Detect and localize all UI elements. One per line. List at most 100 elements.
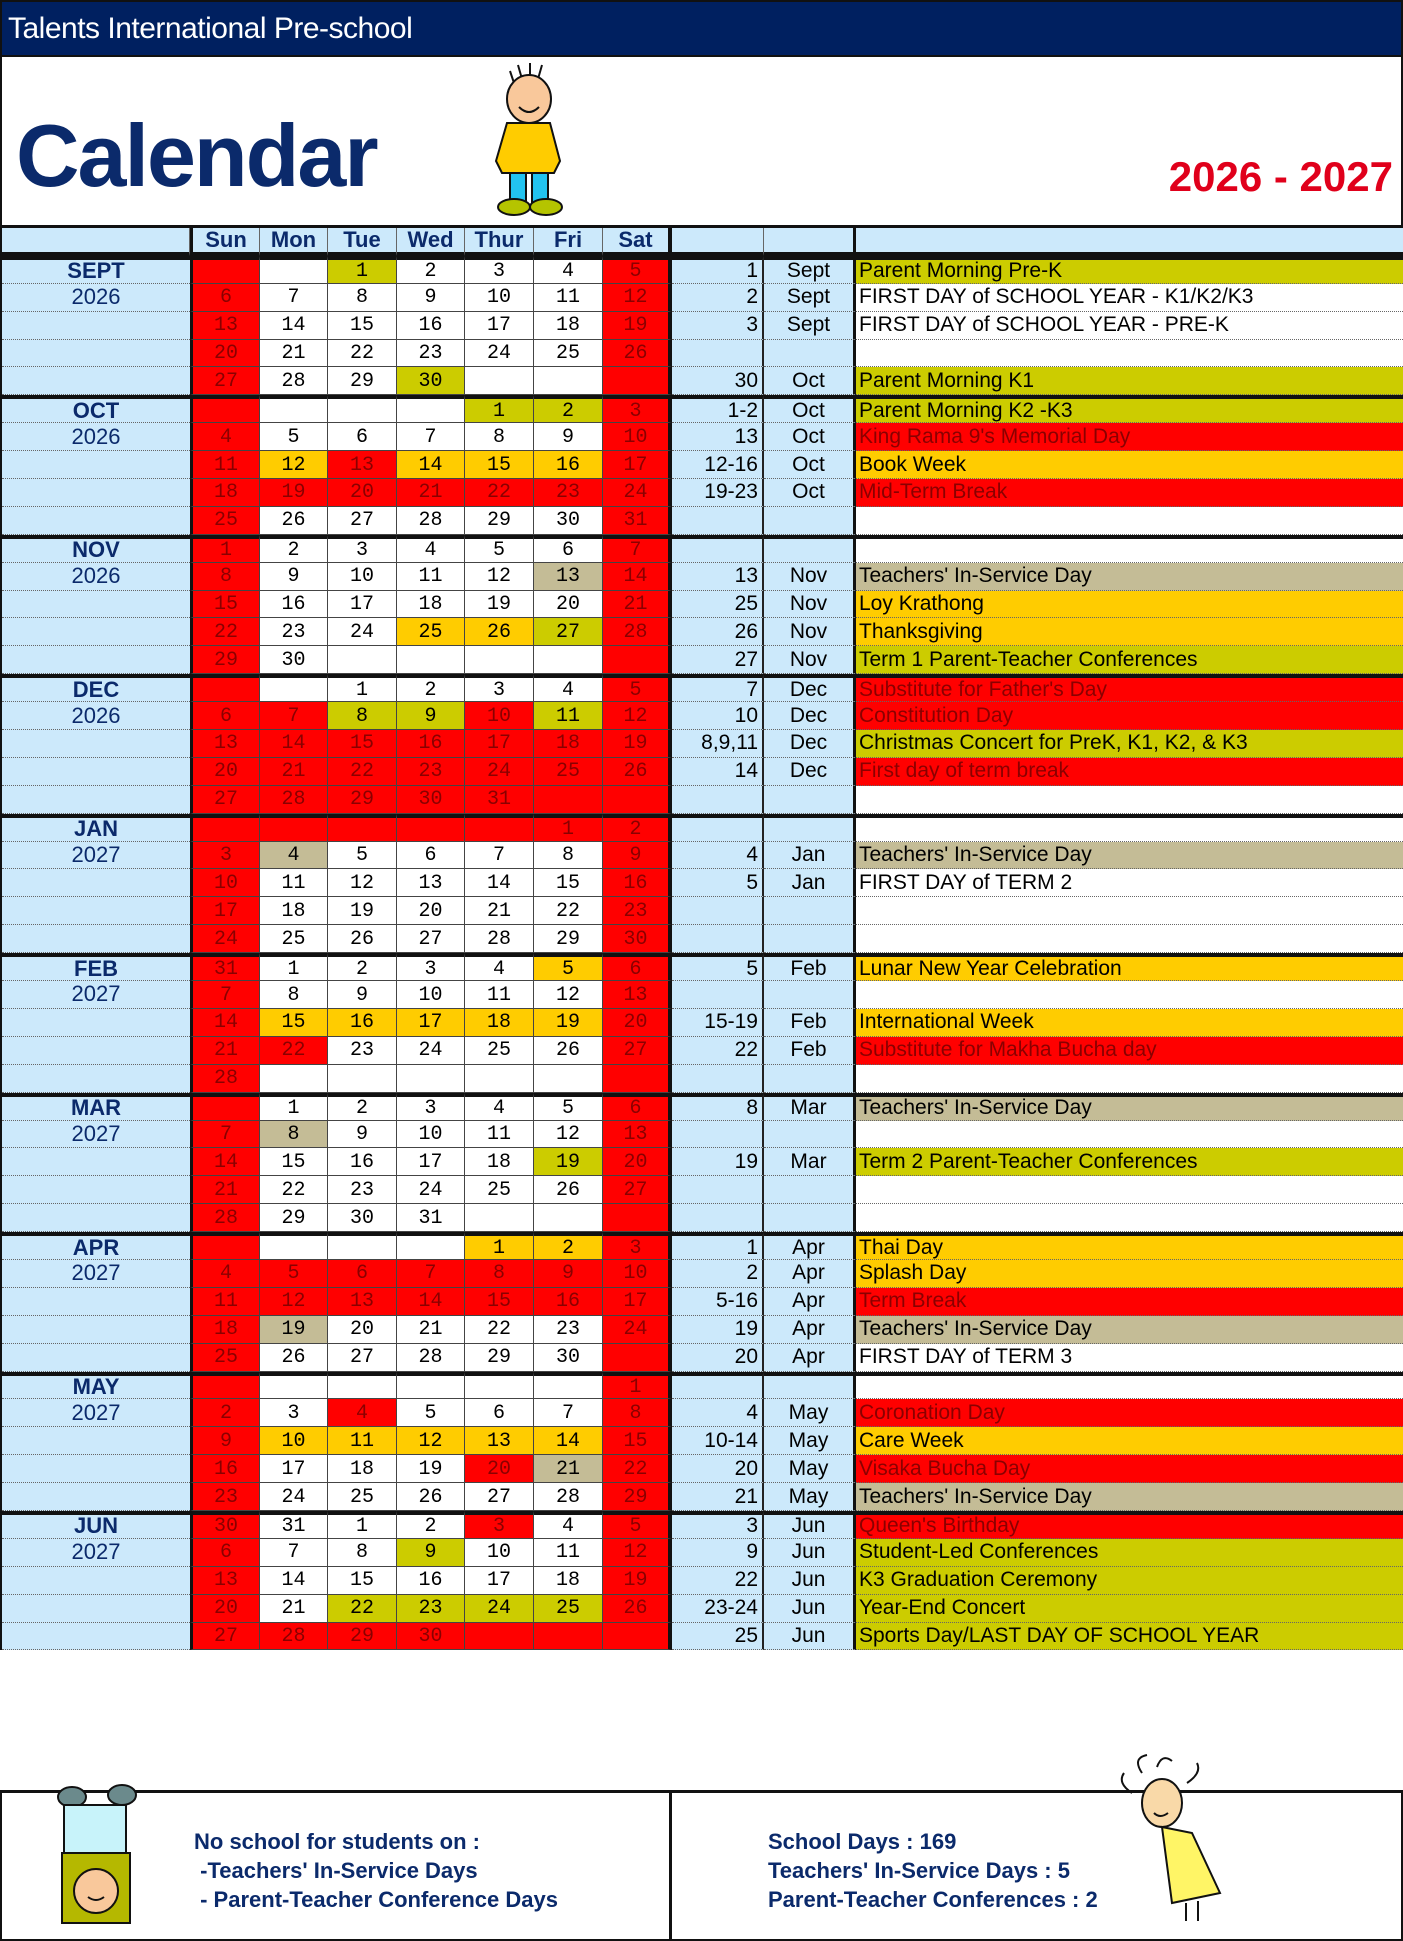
day-number-wrap: r:14	[418, 1288, 442, 1315]
day-cell: w:2	[397, 1510, 465, 1539]
day-number-wrap: w:28	[487, 925, 511, 952]
day-cell: w:9	[397, 283, 465, 312]
event-date	[672, 1176, 764, 1205]
day-cell: w:30	[534, 506, 603, 535]
day-number-wrap: r:12	[623, 284, 647, 311]
day-cell: w:30	[260, 646, 328, 675]
day-number-wrap: w:3	[424, 957, 436, 980]
day-cell: w:	[465, 1371, 534, 1400]
event-date: 1	[672, 1232, 764, 1260]
day-number-wrap: w:28	[556, 1483, 580, 1510]
event-date	[672, 1371, 764, 1400]
day-cell: w:4	[534, 674, 603, 703]
event-date	[672, 925, 764, 954]
month-label-blank	[2, 1064, 190, 1093]
day-number-wrap: r:2	[629, 818, 641, 840]
day-number-wrap: r:17	[623, 451, 647, 478]
event-month: Dec	[764, 757, 856, 786]
day-cell: w:18	[397, 590, 465, 619]
day-number: r:20	[213, 1597, 238, 1621]
day-number: w:18	[349, 1457, 374, 1481]
event-description: Teachers' In-Service Day	[856, 1483, 1403, 1511]
day-number-wrap: w:6	[356, 423, 368, 450]
day-cell: r:29	[190, 646, 260, 675]
day-cell: w:5	[465, 534, 534, 563]
event-month: Jun	[764, 1622, 856, 1651]
day-number: w:16	[281, 593, 306, 617]
day-number-wrap: r:6	[220, 702, 232, 729]
day-number-wrap: w:8	[562, 842, 574, 869]
event-description: Year-End Concert	[856, 1594, 1403, 1623]
day-number: w:6	[355, 425, 368, 449]
day-number-wrap: w:2	[424, 260, 436, 282]
day-number: o:2	[561, 399, 574, 423]
day-number-wrap: w:23	[281, 618, 305, 645]
day-cell: r:9	[534, 1259, 603, 1288]
day-number-wrap: w:25	[281, 925, 305, 952]
day-number: w:14	[486, 871, 511, 895]
day-number: w:17	[418, 1150, 443, 1174]
month-label-blank	[2, 618, 190, 647]
month-name: SEPT	[2, 255, 190, 284]
month-label-blank	[2, 590, 190, 619]
month-label-blank	[2, 1204, 190, 1233]
day-cell: w:20	[328, 1315, 397, 1344]
day-cell: w:23	[260, 618, 328, 647]
day-number: w:30	[281, 648, 306, 672]
day-number: r:6	[219, 1541, 232, 1565]
event-month: Dec	[764, 702, 856, 731]
day-cell: w:16	[397, 311, 465, 340]
day-number: r:5	[287, 1262, 300, 1286]
day-number: r:28	[213, 1067, 238, 1091]
day-number-wrap: r:28	[281, 1623, 305, 1650]
day-cell: w:22	[328, 339, 397, 368]
day-number-wrap: r:20	[623, 1009, 647, 1036]
day-number-wrap: r:5	[629, 678, 641, 701]
day-number-wrap: r:19	[623, 312, 647, 339]
day-cell: r:31	[190, 953, 260, 982]
event-description	[856, 1176, 1403, 1205]
day-cell: r:23	[534, 479, 603, 507]
day-number-wrap: w:16	[350, 1148, 374, 1175]
day-number-wrap: w:26	[418, 1483, 442, 1510]
day-cell: w:3	[397, 1092, 465, 1121]
event-description: Term 2 Parent-Teacher Conferences	[856, 1148, 1403, 1177]
day-number: r:21	[418, 481, 443, 505]
day-number-wrap: r:15	[623, 1427, 647, 1454]
day-number-wrap: w:4	[493, 1097, 505, 1119]
day-number-wrap: w:19	[350, 897, 374, 924]
day-cell: w:12	[465, 562, 534, 591]
event-date: 20	[672, 1343, 764, 1372]
event-description: FIRST DAY of TERM 2	[856, 869, 1403, 898]
day-cell: o:2	[534, 395, 603, 424]
day-number: r:24	[213, 927, 238, 951]
event-description: Substitute for Father's Day	[856, 674, 1403, 703]
day-number-wrap: r:23	[556, 479, 580, 506]
day-number: w:4	[561, 260, 574, 284]
event-date: 10	[672, 702, 764, 731]
day-number: w:30	[555, 1346, 580, 1370]
event-date: 10-14	[672, 1427, 764, 1456]
day-cell: w:29	[328, 367, 397, 396]
day-cell: r:27	[603, 1036, 672, 1065]
day-number: r:10	[486, 704, 511, 728]
day-number: w:18	[486, 1150, 511, 1174]
day-number-wrap: o:25	[556, 1595, 580, 1622]
day-cell: w:15	[328, 311, 397, 340]
day-number-wrap: r:28	[214, 1204, 238, 1231]
month-year: 2026	[2, 423, 190, 452]
day-number-wrap: r:9	[629, 842, 641, 869]
day-number-wrap: r:13	[350, 451, 374, 478]
day-number: y:16	[349, 1011, 374, 1035]
event-date: 4	[672, 841, 764, 870]
event-date: 21	[672, 1483, 764, 1511]
day-cell: w:14	[260, 311, 328, 340]
day-number: r:14	[418, 1290, 443, 1314]
girl-illustration	[1120, 1754, 1222, 1921]
day-number-wrap: w:25	[487, 1037, 511, 1064]
day-cell: t:21	[534, 1455, 603, 1484]
day-cell: o:23	[397, 1594, 465, 1623]
day-number: r:6	[219, 286, 232, 310]
day-number-wrap: w:23	[350, 1037, 374, 1064]
day-number: r:2	[219, 1401, 232, 1425]
